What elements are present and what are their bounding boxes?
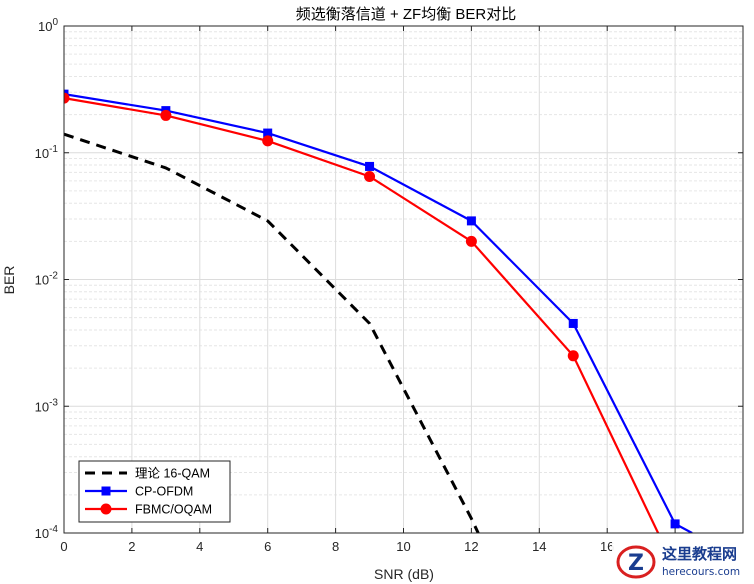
legend-label: FBMC/OQAM <box>135 503 212 517</box>
x-tick-label: 14 <box>532 539 546 554</box>
legend-label: 理论 16-QAM <box>135 467 210 481</box>
data-point-circle <box>64 92 70 104</box>
legend-marker-circle <box>100 503 112 515</box>
legend-marker-square <box>101 486 111 496</box>
y-axis-label: BER <box>1 266 17 295</box>
x-axis-label: SNR (dB) <box>374 566 434 582</box>
y-tick-label: 10-3 <box>35 397 59 414</box>
x-tick-label: 6 <box>264 539 271 554</box>
chart-title: 频选衡落信道 + ZF均衡 BER对比 <box>296 6 516 23</box>
x-tick-label: 4 <box>196 539 203 554</box>
series-line <box>64 93 693 533</box>
y-tick-label: 10-2 <box>35 271 59 288</box>
data-point-circle <box>465 235 477 247</box>
watermark-site-name: 这里教程网 <box>662 545 737 563</box>
watermark-logo-letter: Z <box>628 551 644 576</box>
y-tick-label: 10-4 <box>35 524 59 541</box>
watermark: Z 这里教程网 herecours.com <box>612 540 754 584</box>
y-tick-label: 10-1 <box>35 144 59 161</box>
series-2 <box>64 92 660 533</box>
ticks: 0 2 4 6 8 10 12 14 16 100 10-1 10-2 10-3 10-4 <box>35 17 744 554</box>
data-point-square <box>568 318 578 328</box>
data-point-circle <box>262 135 274 147</box>
data-point-square <box>670 519 680 529</box>
series-layer <box>64 89 693 533</box>
legend: 理论 16-QAM CP-OFDM FBMC/OQAM <box>78 460 231 523</box>
legend-label: CP-OFDM <box>135 485 193 499</box>
series-0 <box>64 132 480 533</box>
y-tick-label: 100 <box>38 17 58 34</box>
watermark-logo-ring <box>616 545 656 579</box>
x-tick-label: 0 <box>60 539 67 554</box>
data-point-square <box>466 216 476 226</box>
x-tick-label: 12 <box>464 539 478 554</box>
watermark-site-url: herecours.com <box>662 566 740 578</box>
x-tick-label: 16 <box>600 539 614 554</box>
data-point-square <box>263 128 273 138</box>
data-point-circle <box>364 170 376 182</box>
series-line <box>64 132 480 533</box>
x-tick-label: 10 <box>396 539 410 554</box>
data-point-circle <box>160 109 172 121</box>
data-point-circle <box>567 350 579 362</box>
data-point-square <box>365 161 375 171</box>
x-tick-label: 8 <box>332 539 339 554</box>
x-tick-label: 2 <box>128 539 135 554</box>
